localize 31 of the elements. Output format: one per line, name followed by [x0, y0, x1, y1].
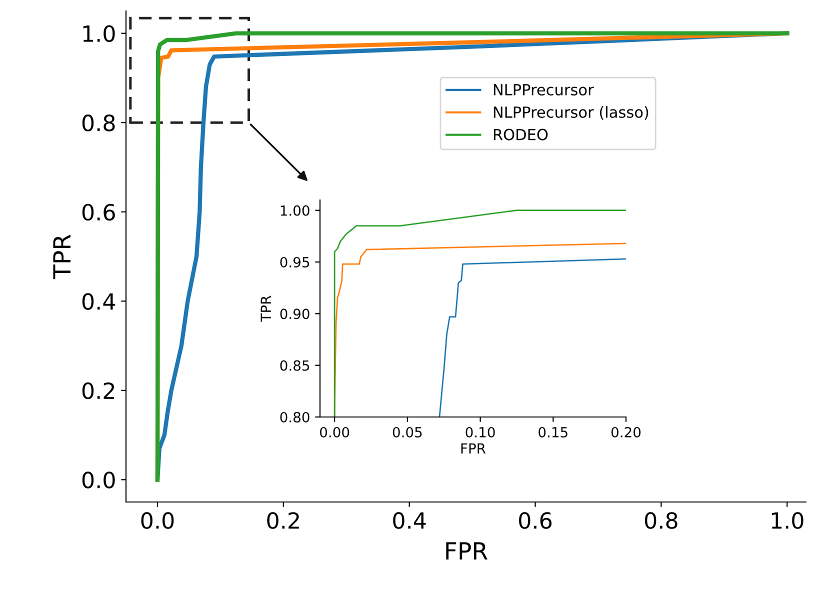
x-axis-title: FPR [461, 443, 486, 454]
x-tick-label: 0.10 [466, 426, 495, 438]
x-tick-label: 0.05 [392, 426, 422, 438]
y-tick-label: 1.0 [83, 25, 115, 42]
x-tick-label: 0.15 [538, 426, 568, 438]
y-axis-title: TPR [260, 296, 271, 322]
legend-label: RODEO [494, 128, 548, 140]
x-tick-label: 0.8 [644, 512, 678, 529]
x-tick-label: 1.0 [772, 512, 804, 529]
x-tick-label: 0.00 [320, 426, 350, 438]
line-series [334, 210, 626, 417]
y-tick-label: 0.2 [82, 382, 114, 400]
y-tick-label: 0.8 [82, 114, 115, 132]
x-axis-title: FPR [446, 542, 488, 560]
y-tick-label: 0.95 [280, 256, 310, 268]
y-tick-label: 0.80 [280, 412, 310, 422]
x-tick-label: 0.6 [519, 512, 552, 529]
legend-label: NLPPrecursor [494, 84, 594, 96]
x-tick-label: 0.0 [141, 512, 174, 529]
x-tick-label: 0.4 [393, 512, 426, 529]
legend-label: NLPPrecursor (lasso) [494, 106, 648, 120]
y-tick-label: 0.0 [82, 472, 115, 488]
y-tick-label: 0.85 [280, 360, 310, 371]
y-axis-title: TPR [53, 234, 70, 280]
y-tick-label: 0.4 [82, 293, 116, 310]
y-tick-label: 0.6 [82, 204, 115, 221]
y-tick-label: 1.00 [280, 205, 310, 216]
line-series [438, 258, 626, 417]
y-tick-label: 0.90 [280, 308, 310, 320]
x-tick-label: 0.20 [611, 426, 641, 438]
x-tick-label: 0.2 [267, 512, 299, 529]
